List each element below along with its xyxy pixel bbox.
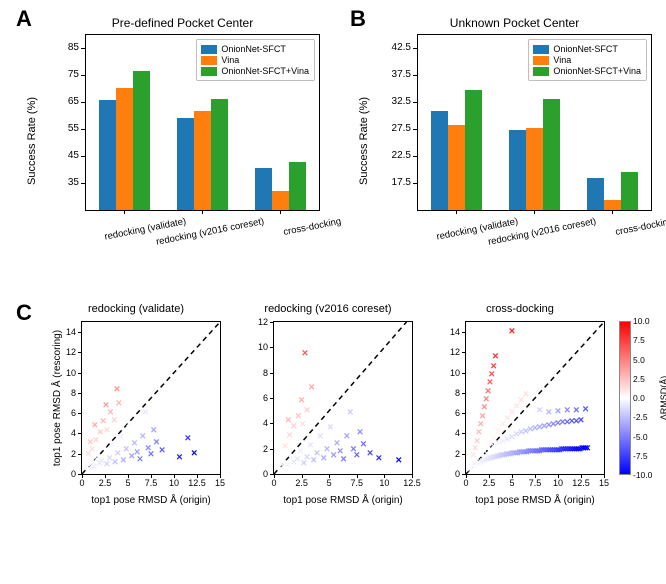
x-tick: 10	[169, 478, 179, 488]
y-tick: 4	[455, 428, 460, 438]
y-tick: 12	[450, 347, 460, 357]
scatter-plot-area: top1 pose RMSD Å (rescoring)top1 pose RM…	[81, 321, 221, 475]
colorbar-tick: 5.0	[633, 355, 645, 365]
x-tick: 5	[509, 478, 514, 488]
bar	[465, 90, 482, 210]
bar	[272, 191, 289, 210]
y-tick: 0	[455, 469, 460, 479]
y-tick: 10	[66, 368, 76, 378]
y-tick: 14	[450, 327, 460, 337]
x-tick: 5	[327, 478, 332, 488]
scatter-plot-area: top1 pose RMSD Å (origin)02.557.51012.50…	[273, 321, 413, 475]
panel-a-label: A	[16, 6, 32, 32]
bar	[509, 130, 526, 210]
bar	[194, 111, 211, 210]
bar	[211, 99, 228, 210]
x-tick: 12.5	[403, 478, 421, 488]
y-tick: 8	[71, 388, 76, 398]
scatter-xlabel: top1 pose RMSD Å (origin)	[274, 495, 412, 506]
bars-layer	[86, 35, 319, 210]
figure: A B C Pre-defined Pocket Center Success …	[0, 0, 666, 584]
x-tick: 2.5	[295, 478, 308, 488]
bar	[621, 172, 638, 210]
bar	[448, 125, 465, 210]
colorbar-label: ΔRMSD(Å)	[659, 376, 666, 421]
x-tick: 5	[125, 478, 130, 488]
scatter-title: redocking (validate)	[46, 303, 226, 315]
y-tick: 0	[71, 469, 76, 479]
x-tick: 2.5	[483, 478, 496, 488]
scatter-panel: redocking (v2016 coreset)top1 pose RMSD …	[238, 307, 418, 517]
panel-b-label: B	[350, 6, 366, 32]
scatter-xlabel: top1 pose RMSD Å (origin)	[466, 495, 604, 506]
x-tick: 15	[599, 478, 609, 488]
bar	[99, 100, 116, 210]
bar	[177, 118, 194, 210]
bar	[116, 88, 133, 210]
panel-b-ylabel: Success Rate (%)	[358, 97, 370, 185]
bars-layer	[418, 35, 651, 210]
x-tick: 7.5	[529, 478, 542, 488]
x-tick: 10	[553, 478, 563, 488]
colorbar-tick: 7.5	[633, 335, 645, 345]
panel-b-plot-area: OnionNet-SFCTVinaOnionNet-SFCT+Vina 17.5…	[417, 34, 652, 211]
y-tick: 12	[66, 347, 76, 357]
colorbar-tick: 0.0	[633, 393, 645, 403]
y-tick: 10	[258, 342, 268, 352]
colorbar-tick: -5.0	[633, 432, 648, 442]
colorbar-tick: 10.0	[633, 316, 650, 326]
colorbar-tick: -10.0	[633, 470, 652, 480]
colorbar: -10.0-7.5-5.0-2.50.02.55.07.510.0ΔRMSD(Å…	[619, 321, 657, 475]
bar	[543, 99, 560, 210]
panel-c-scatter-row: redocking (validate) top1 pose RMSD Å (re…	[8, 295, 658, 575]
x-tick: 7.5	[145, 478, 158, 488]
y-tick: 12	[258, 317, 268, 327]
y-tick: 2	[71, 449, 76, 459]
bar	[587, 178, 604, 210]
panel-a-plot-area: OnionNet-SFCTVinaOnionNet-SFCT+Vina 3545…	[85, 34, 320, 211]
bar	[526, 128, 543, 210]
colorbar-tick: -7.5	[633, 451, 648, 461]
panel-a-ylabel: Success Rate (%)	[26, 97, 38, 185]
scatter-plot-area: top1 pose RMSD Å (origin)02.557.51012.51…	[465, 321, 605, 475]
bar	[255, 168, 272, 210]
colorbar-tick: -2.5	[633, 412, 648, 422]
x-tick: 12.5	[188, 478, 206, 488]
y-tick: 2	[455, 449, 460, 459]
y-tick: 2	[263, 444, 268, 454]
bar	[604, 200, 621, 210]
y-tick: 8	[263, 368, 268, 378]
scatter-title: cross-docking	[430, 303, 610, 315]
panel-b-title: Unknown Pocket Center	[372, 16, 657, 30]
y-tick: 6	[263, 393, 268, 403]
scatter-panel: redocking (validate)top1 pose RMSD Å (re…	[46, 307, 226, 517]
y-tick: 6	[455, 408, 460, 418]
x-tick: 10	[379, 478, 389, 488]
y-tick: 4	[263, 418, 268, 428]
x-tick: 7.5	[351, 478, 364, 488]
x-tick: 0	[79, 478, 84, 488]
scatter-ylabel: top1 pose RMSD Å (rescoring)	[52, 330, 63, 466]
y-tick: 0	[263, 469, 268, 479]
y-tick: 14	[66, 327, 76, 337]
x-tick: 0	[463, 478, 468, 488]
x-tick: 0	[271, 478, 276, 488]
y-tick: 4	[71, 428, 76, 438]
y-tick: 8	[455, 388, 460, 398]
panel-a-barchart: Pre-defined Pocket Center Success Rate (…	[40, 16, 325, 266]
y-tick: 6	[71, 408, 76, 418]
colorbar-tick: 2.5	[633, 374, 645, 384]
bar	[133, 71, 150, 210]
panel-b-barchart: Unknown Pocket Center Success Rate (%) O…	[372, 16, 657, 266]
scatter-xlabel: top1 pose RMSD Å (origin)	[82, 495, 220, 506]
bar	[431, 111, 448, 210]
bar	[289, 162, 306, 210]
x-tick: 12.5	[572, 478, 590, 488]
y-tick: 10	[450, 368, 460, 378]
x-tick: 2.5	[99, 478, 112, 488]
x-tick: 15	[215, 478, 225, 488]
scatter-title: redocking (v2016 coreset)	[238, 303, 418, 315]
scatter-panel: cross-dockingtop1 pose RMSD Å (origin)02…	[430, 307, 610, 517]
panel-a-title: Pre-defined Pocket Center	[40, 16, 325, 30]
